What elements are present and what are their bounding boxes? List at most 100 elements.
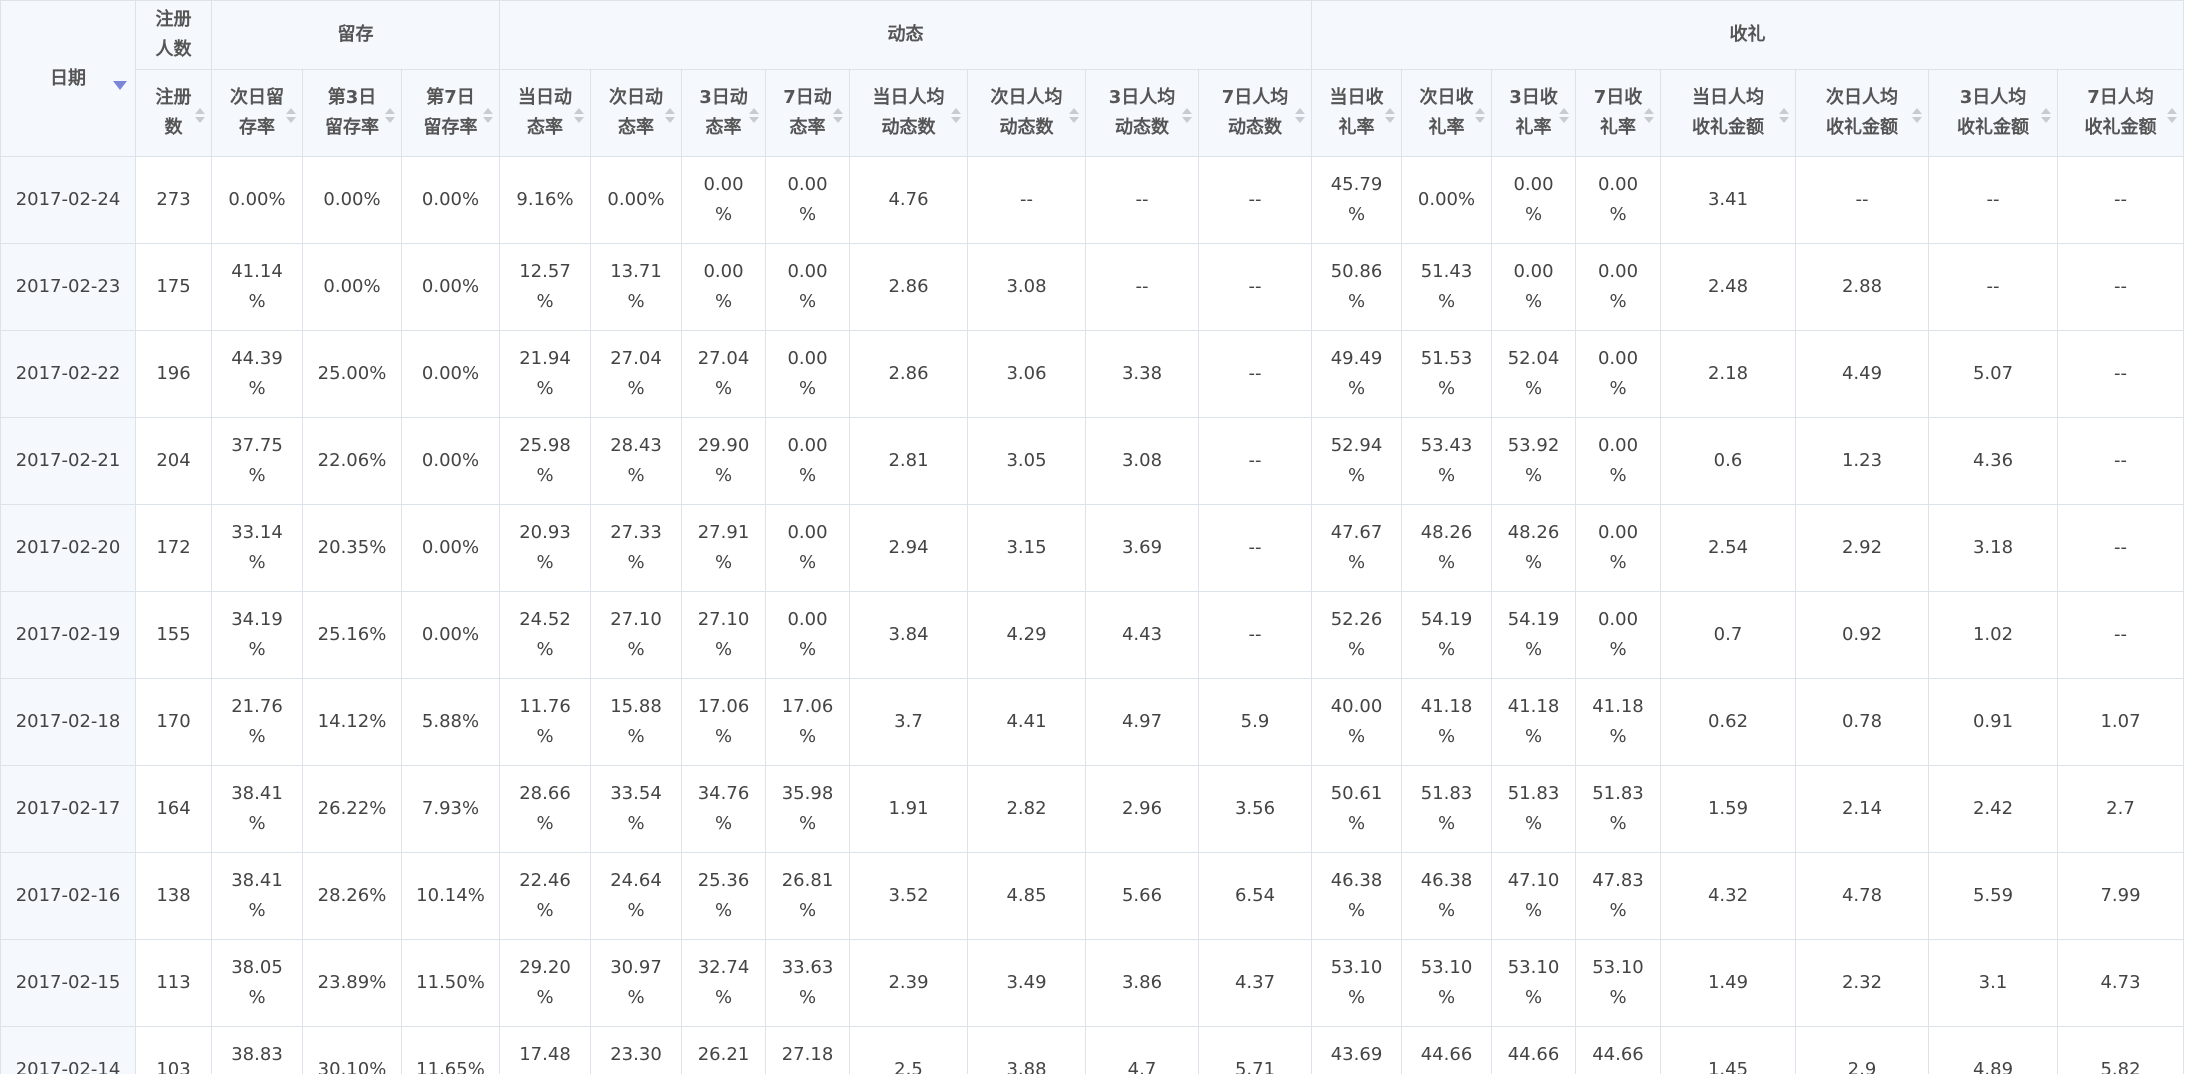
table-cell: 11.65% <box>401 1026 500 1074</box>
column-header[interactable]: 次日收礼率 <box>1401 69 1492 157</box>
table-cell: 5.71 <box>1198 1026 1312 1074</box>
cell-text: 0.00% <box>323 276 381 297</box>
cell-text: -- <box>1248 624 1262 645</box>
table-cell: 33.14% <box>211 504 303 592</box>
table-cell: 2.92 <box>1795 504 1929 592</box>
date-header[interactable]: 日期 <box>0 0 136 157</box>
cell-text: -- <box>1248 450 1262 471</box>
table-cell: 2.54 <box>1660 504 1796 592</box>
cell-text: 34.76% <box>697 783 750 834</box>
cell-text: 0.00% <box>787 174 828 225</box>
column-header[interactable]: 注册数 <box>135 69 212 157</box>
cell-text: 13.71% <box>610 261 662 312</box>
cell-text: 103 <box>156 1059 191 1074</box>
cell-text: -- <box>1135 189 1149 210</box>
table-cell: 27.10% <box>590 591 682 679</box>
date-cell: 2017-02-17 <box>0 765 136 853</box>
column-header[interactable]: 次日动态率 <box>590 69 682 157</box>
table-cell: 2.81 <box>849 417 968 505</box>
cell-text: 3.15 <box>1006 537 1047 558</box>
cell-text: 11.76% <box>519 696 571 747</box>
table-cell: 3.86 <box>1085 939 1199 1027</box>
table-cell: -- <box>2057 591 2184 679</box>
column-header-text: 第3日留存率 <box>325 87 379 138</box>
column-header[interactable]: 第7日留存率 <box>401 69 500 157</box>
cell-text: 0.00% <box>1513 174 1554 225</box>
cell-text: 3.84 <box>888 624 929 645</box>
table-cell: -- <box>1928 156 2058 244</box>
column-header-text: 注册数 <box>155 87 192 138</box>
column-header[interactable]: 次日人均动态数 <box>967 69 1086 157</box>
table-cell: 17.06% <box>765 678 850 766</box>
table-cell: 33.63% <box>765 939 850 1027</box>
column-header-text: 当日人均动态数 <box>872 87 945 138</box>
cell-text: -- <box>1248 537 1262 558</box>
cell-text: 0.00% <box>228 189 286 210</box>
table-cell: 3.08 <box>967 243 1086 331</box>
cell-text: 29.90% <box>697 435 750 486</box>
table-cell: 28.26% <box>302 852 402 940</box>
cell-text: 50.61% <box>1330 783 1383 834</box>
table-cell: -- <box>1085 156 1199 244</box>
table-cell: 41.18% <box>1491 678 1576 766</box>
date-cell: 2017-02-21 <box>0 417 136 505</box>
table-cell: 0.7 <box>1660 591 1796 679</box>
table-cell: 1.02 <box>1928 591 2058 679</box>
column-header[interactable]: 次日留存率 <box>211 69 303 157</box>
table-cell: 54.19% <box>1401 591 1492 679</box>
cell-text: 0.00% <box>787 261 828 312</box>
table-cell: 2.94 <box>849 504 968 592</box>
table-cell: 10.14% <box>401 852 500 940</box>
table-cell: 0.00% <box>681 156 766 244</box>
column-header[interactable]: 次日人均收礼金额 <box>1795 69 1929 157</box>
cell-text: 0.62 <box>1707 711 1749 732</box>
table-cell: 53.10% <box>1575 939 1661 1027</box>
table-cell: 35.98% <box>765 765 850 853</box>
table-cell: 46.38% <box>1401 852 1492 940</box>
column-header[interactable]: 7日动态率 <box>765 69 850 157</box>
cell-text: 51.53% <box>1420 348 1473 399</box>
table-cell: 26.22% <box>302 765 402 853</box>
column-header-text: 次日收礼率 <box>1419 87 1474 138</box>
column-header[interactable]: 3日收礼率 <box>1491 69 1576 157</box>
table-cell: 0.6 <box>1660 417 1796 505</box>
cell-text: -- <box>1248 363 1262 384</box>
column-header[interactable]: 7日人均动态数 <box>1198 69 1312 157</box>
cell-text: 3.56 <box>1234 798 1276 819</box>
table-cell: 51.83% <box>1491 765 1576 853</box>
table-cell: 27.91% <box>681 504 766 592</box>
column-header[interactable]: 7日人均收礼金额 <box>2057 69 2184 157</box>
column-header[interactable]: 3日动态率 <box>681 69 766 157</box>
table-cell: 0.00% <box>401 504 500 592</box>
cell-text: 17.06% <box>697 696 750 747</box>
table-cell: 4.78 <box>1795 852 1929 940</box>
cell-text: 24.64% <box>610 870 662 921</box>
cell-text: 2.32 <box>1841 972 1883 993</box>
cell-text: 24.52% <box>519 609 571 660</box>
group-header: 注册人数 <box>135 0 212 70</box>
cell-text: 26.22% <box>317 798 387 819</box>
cell-text: 0.00% <box>787 435 828 486</box>
column-header[interactable]: 当日收礼率 <box>1311 69 1402 157</box>
column-header[interactable]: 第3日留存率 <box>302 69 402 157</box>
cell-text: 46.38% <box>1420 870 1473 921</box>
cell-text: 0.00% <box>421 276 480 297</box>
column-header[interactable]: 3日人均收礼金额 <box>1928 69 2058 157</box>
table-cell: 25.00% <box>302 330 402 418</box>
cell-text: 4.78 <box>1841 885 1883 906</box>
cell-text: 2.48 <box>1707 276 1749 297</box>
column-header[interactable]: 当日人均动态数 <box>849 69 968 157</box>
date-cell: 2017-02-24 <box>0 156 136 244</box>
cell-text: 155 <box>156 624 191 645</box>
cell-text: 27.33% <box>610 522 662 573</box>
cell-text: 2017-02-14 <box>15 1059 121 1074</box>
column-header[interactable]: 当日动态率 <box>499 69 591 157</box>
table-cell: 25.36% <box>681 852 766 940</box>
table-cell: 4.41 <box>967 678 1086 766</box>
cell-text: 2.7 <box>2106 798 2135 819</box>
table-cell: 53.10% <box>1491 939 1576 1027</box>
cell-text: 52.94% <box>1330 435 1383 486</box>
column-header[interactable]: 当日人均收礼金额 <box>1660 69 1796 157</box>
column-header[interactable]: 7日收礼率 <box>1575 69 1661 157</box>
column-header[interactable]: 3日人均动态数 <box>1085 69 1199 157</box>
